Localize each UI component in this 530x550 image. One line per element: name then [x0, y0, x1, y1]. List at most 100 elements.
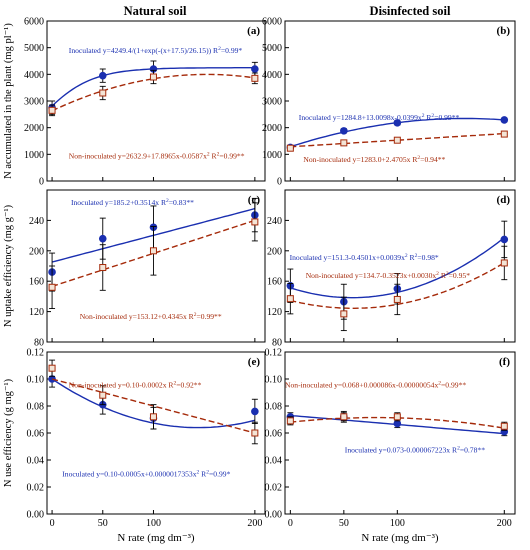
non-inoculated-point: [99, 89, 107, 97]
panel-label: (d): [497, 194, 511, 206]
equation-label: Non-inoculated y=1283.0+2.4705x R2=0.94*…: [303, 155, 445, 164]
y-tick-label: 0.08: [265, 402, 283, 413]
x-axis-label: N rate (mg dm⁻³): [117, 532, 195, 544]
equation-label: Non-inoculated y=2632.9+17.8965x-0.0587x…: [69, 152, 245, 161]
y-tick-label: 5000: [262, 43, 282, 54]
equation-label: Inoculated y=4249.4/(1+exp(-(x+17.5)/26.…: [69, 46, 243, 55]
plot-frame: [284, 351, 516, 515]
inoculated-point: [98, 71, 107, 80]
equation-label: Non-inoculated y=0.10-0.0002x R2=0.92**: [69, 381, 202, 390]
y-tick-label: 120: [29, 307, 44, 318]
x-tick-label: 100: [146, 518, 161, 529]
equation-label: Non-inoculated y=153.12+0.4345x R2=0.99*…: [80, 312, 222, 321]
y-tick-label: 3000: [24, 97, 44, 108]
inoculated-point: [500, 116, 509, 124]
inoculated-point: [251, 65, 259, 73]
panel-c: 80 120 160 200 240 (c) N uptake efficiency (mg…: [3, 189, 266, 349]
non-inoculated-point: [286, 295, 294, 303]
y-tick-label: 4000: [24, 70, 44, 81]
y-tick-label: 0.02: [265, 483, 283, 494]
non-inoculated-point: [393, 413, 401, 421]
y-axis-label: N uptake efficiency (mg g⁻¹): [3, 204, 14, 327]
y-tick-label: 2000: [262, 123, 282, 134]
panel-f: 0.00 0.02 0.04 0.06 0.08 0.10 0.12 0 50 100 200 (f)…: [265, 348, 516, 544]
panel-d: 80 120 160 200 240 (d) Inoculated y=151.3-0.45…: [267, 189, 516, 349]
non-inoculated-point: [393, 136, 401, 144]
x-tick-label: 200: [247, 518, 262, 529]
y-tick-label: 200: [267, 246, 282, 257]
non-inoculated-point: [48, 283, 56, 291]
non-inoculated-fit-line: [290, 262, 505, 309]
inoculated-point: [340, 127, 348, 135]
non-inoculated-point: [340, 310, 348, 318]
y-tick-label: 1000: [24, 150, 44, 161]
y-tick-label: 0.12: [265, 348, 283, 359]
y-tick-label: 0.02: [27, 483, 45, 494]
x-axis-label: N rate (mg dm⁻³): [361, 532, 439, 544]
panel-label: (c): [248, 194, 261, 206]
y-tick-label: 6000: [24, 17, 44, 28]
equation-label: Non-inoculated y=134.7-0.3523x+0.0030x2 …: [306, 271, 471, 280]
y-tick-label: 160: [267, 277, 282, 288]
y-tick-label: 0.06: [265, 429, 283, 440]
y-tick-label: 240: [267, 216, 282, 227]
y-tick-label: 0: [277, 177, 282, 188]
y-tick-label: 0.12: [27, 348, 45, 359]
panel-label: (a): [247, 25, 260, 37]
non-inoculated-point: [149, 413, 157, 421]
non-inoculated-point: [286, 144, 294, 152]
y-tick-label: 0.10: [27, 375, 45, 386]
y-tick-label: 0.00: [265, 510, 283, 521]
x-tick-label: 200: [497, 518, 512, 529]
non-inoculated-fit-line: [51, 73, 256, 112]
non-inoculated-point: [149, 73, 157, 81]
equation-label: Inoculated y=151.3-0.4501x+0.0039x2 R2=0…: [290, 253, 439, 262]
y-tick-label: 0.06: [27, 429, 45, 440]
non-inoculated-point: [99, 391, 107, 399]
non-inoculated-point: [48, 106, 56, 114]
panel-label: (e): [248, 356, 261, 368]
y-tick-label: 4000: [262, 70, 282, 81]
panel-e: 0.00 0.02 0.04 0.06 0.08 0.10 0.12 0 50 100 200 (e)…: [3, 348, 266, 544]
non-inoculated-point: [500, 422, 508, 430]
x-tick-label: 50: [339, 518, 349, 529]
inoculated-point: [98, 234, 107, 243]
plot-frame: [284, 189, 516, 343]
panel-label: (b): [497, 25, 511, 37]
y-tick-label: 80: [34, 338, 44, 349]
equation-label: Inoculated y=0.10-0.0005x+0.0000017353x2…: [62, 470, 230, 479]
y-tick-label: 0.10: [265, 375, 283, 386]
non-inoculated-point: [48, 364, 56, 372]
non-inoculated-point: [286, 417, 294, 425]
equation-label: Non-inoculated y=0.068+0.000086x-0.00000…: [285, 381, 466, 390]
y-tick-label: 160: [29, 277, 44, 288]
panel-a: 0 1000 2000 3000 4000 5000 6000 (a) N accumulate…: [3, 17, 266, 188]
x-tick-label: 100: [390, 518, 405, 529]
equation-label: Inoculated y=0.073-0.000067223x R2=0.78*…: [345, 445, 485, 454]
y-axis-label: N accumulated in the plant (mg pl⁻¹): [3, 23, 14, 179]
y-tick-label: 120: [267, 307, 282, 318]
non-inoculated-point: [99, 264, 107, 272]
equation-label: Inoculated y=1284.8+13.0098x-0.0399x2 R2…: [299, 113, 460, 122]
inoculated-point: [251, 407, 259, 416]
non-inoculated-point: [251, 218, 259, 226]
equation-label: Inoculated y=185.2+0.3514x R2=0.83**: [71, 198, 194, 207]
y-tick-label: 200: [29, 246, 44, 257]
x-tick-label: 50: [98, 518, 108, 529]
y-axis-label: N use efficiency (g mg⁻¹): [3, 378, 14, 487]
y-tick-label: 0.08: [27, 402, 45, 413]
non-inoculated-point: [340, 413, 348, 421]
y-tick-label: 0.04: [27, 456, 45, 467]
x-tick-label: 0: [288, 518, 293, 529]
panel-b: 0 1000 2000 3000 4000 5000 6000 (b) Inoculated y…: [262, 17, 516, 188]
non-inoculated-point: [500, 130, 508, 138]
non-inoculated-point: [149, 247, 157, 255]
plot-frame: [46, 351, 266, 515]
non-inoculated-point: [393, 295, 401, 303]
y-tick-label: 0.04: [265, 456, 283, 467]
y-tick-label: 0.00: [27, 510, 45, 521]
y-tick-label: 6000: [262, 17, 282, 28]
non-inoculated-point: [251, 74, 259, 82]
non-inoculated-point: [251, 429, 259, 437]
